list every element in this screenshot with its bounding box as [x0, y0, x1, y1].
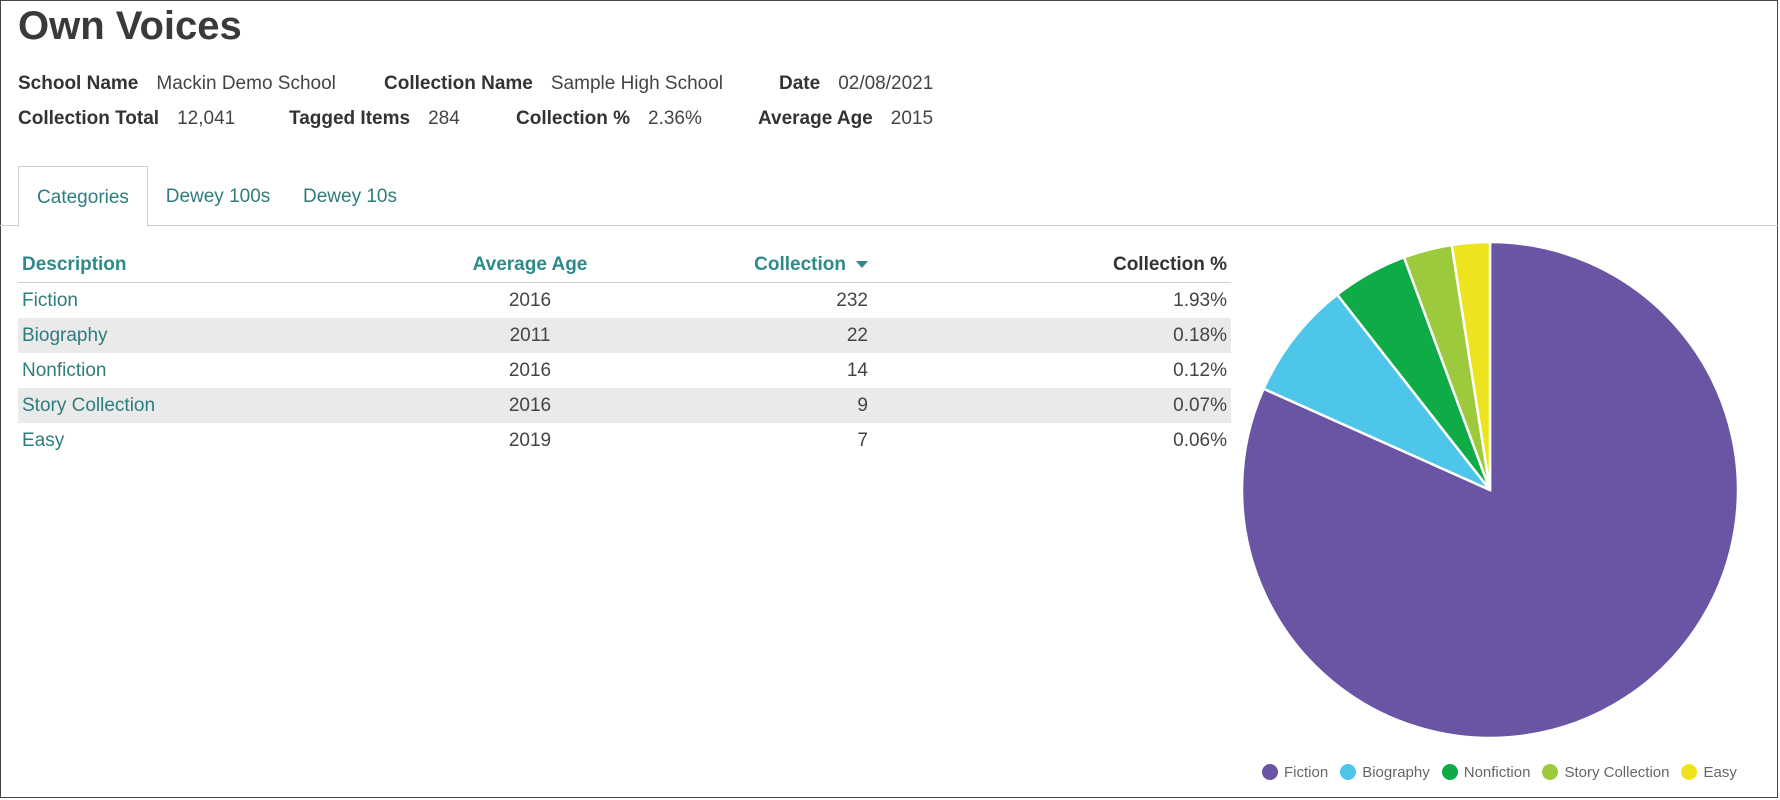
legend-swatch — [1340, 764, 1357, 780]
collection-pct-value: 2.36% — [648, 108, 702, 129]
row-average-age: 2019 — [508, 429, 552, 451]
legend-item-nonfiction[interactable]: Nonfiction — [1441, 763, 1531, 781]
collection-pct-label: Collection % — [516, 108, 631, 129]
legend-label: Nonfiction — [1463, 763, 1531, 781]
tab-dewey-100s[interactable]: Dewey 100s — [165, 186, 271, 207]
page-title: Own Voices — [18, 4, 242, 48]
row-collection: 9 — [634, 388, 872, 423]
row-collection: 14 — [846, 359, 868, 381]
row-average-age: 2016 — [508, 359, 552, 381]
table-row: Biography 2011 22 0.18% — [18, 318, 1231, 353]
pie-slice-easy[interactable] — [1450, 240, 1492, 491]
collection-pct-column-header[interactable]: Collection % — [872, 247, 1231, 283]
legend-label: Easy — [1703, 763, 1737, 781]
average-age-field: Average Age 2015 — [758, 108, 933, 130]
pie-slice-fiction[interactable] — [1240, 240, 1740, 740]
average-age-value: 2015 — [890, 108, 934, 129]
tab-dewey-10s[interactable]: Dewey 10s — [303, 186, 397, 207]
row-collection-pct: 0.12% — [1173, 359, 1227, 381]
legend-item-fiction[interactable]: Fiction — [1262, 764, 1328, 781]
chart-legend: Fiction Biography Nonfiction Story Colle… — [1262, 761, 1737, 783]
tagged-items-label: Tagged Items — [289, 108, 411, 129]
collection-total-label: Collection Total — [18, 108, 160, 129]
row-description-link[interactable]: Story Collection — [18, 388, 426, 423]
row-description-link[interactable]: Biography — [18, 318, 426, 353]
school-name-value: Mackin Demo School — [156, 73, 336, 94]
collection-pct-field: Collection % 2.36% — [516, 108, 702, 130]
collection-total-value: 12,041 — [177, 108, 236, 129]
legend-swatch — [1262, 764, 1278, 780]
table-row: Fiction 2016 232 1.93% — [18, 283, 1231, 319]
school-name-label: School Name — [18, 73, 139, 94]
legend-swatch — [1542, 764, 1559, 780]
date-label: Date — [779, 73, 821, 94]
row-average-age: 2011 — [426, 318, 634, 353]
categories-pie-chart — [1240, 240, 1740, 740]
date-value: 02/08/2021 — [838, 73, 934, 94]
legend-item-story-collection[interactable]: Story Collection — [1542, 764, 1669, 781]
legend-label: Biography — [1362, 763, 1430, 781]
row-collection-pct: 0.07% — [872, 388, 1231, 423]
row-description-link[interactable]: Nonfiction — [22, 359, 107, 381]
categories-table: Description Average Age Collection Colle… — [18, 247, 1231, 458]
tab-bar: Categories Dewey 100s Dewey 10s — [0, 166, 1778, 227]
legend-label: Fiction — [1284, 763, 1329, 781]
row-collection: 22 — [634, 318, 872, 353]
tab-categories[interactable]: Categories — [18, 166, 148, 227]
collection-column-header[interactable]: Collection — [634, 247, 872, 283]
legend-item-biography[interactable]: Biography — [1340, 764, 1430, 781]
legend-swatch — [1441, 764, 1458, 780]
collection-total-field: Collection Total 12,041 — [18, 108, 235, 130]
average-age-column-header[interactable]: Average Age — [426, 247, 634, 283]
average-age-label: Average Age — [758, 108, 873, 129]
table-row: Nonfiction 2016 14 0.12% — [18, 353, 1231, 388]
collection-name-label: Collection Name — [384, 73, 533, 94]
row-description-link[interactable]: Easy — [22, 429, 65, 451]
description-column-header[interactable]: Description — [18, 247, 426, 283]
caret-down-icon — [856, 260, 868, 268]
row-average-age: 2016 — [426, 388, 634, 423]
date-field: Date 02/08/2021 — [779, 73, 933, 95]
collection-name-value: Sample High School — [550, 73, 724, 94]
legend-swatch — [1681, 764, 1698, 780]
collection-column-label: Collection — [754, 253, 846, 275]
row-collection-pct: 0.06% — [1173, 429, 1227, 451]
tagged-items-field: Tagged Items 284 — [289, 108, 460, 130]
row-collection: 232 — [836, 289, 868, 311]
legend-label: Story Collection — [1564, 763, 1670, 781]
row-average-age: 2016 — [508, 289, 552, 311]
row-collection-pct: 1.93% — [1173, 289, 1227, 311]
legend-item-easy[interactable]: Easy — [1681, 763, 1737, 781]
school-name-field: School Name Mackin Demo School — [18, 73, 336, 95]
tagged-items-value: 284 — [428, 108, 460, 129]
row-description-link[interactable]: Fiction — [22, 289, 78, 311]
pie-slice-biography[interactable] — [1261, 292, 1491, 492]
collection-name-field: Collection Name Sample High School — [384, 73, 723, 95]
row-collection-pct: 0.18% — [872, 318, 1231, 353]
table-row: Easy 2019 7 0.06% — [18, 423, 1231, 458]
row-collection: 7 — [857, 429, 868, 451]
table-row: Story Collection 2016 9 0.07% — [18, 388, 1231, 423]
table-header-row: Description Average Age Collection Colle… — [18, 247, 1231, 283]
